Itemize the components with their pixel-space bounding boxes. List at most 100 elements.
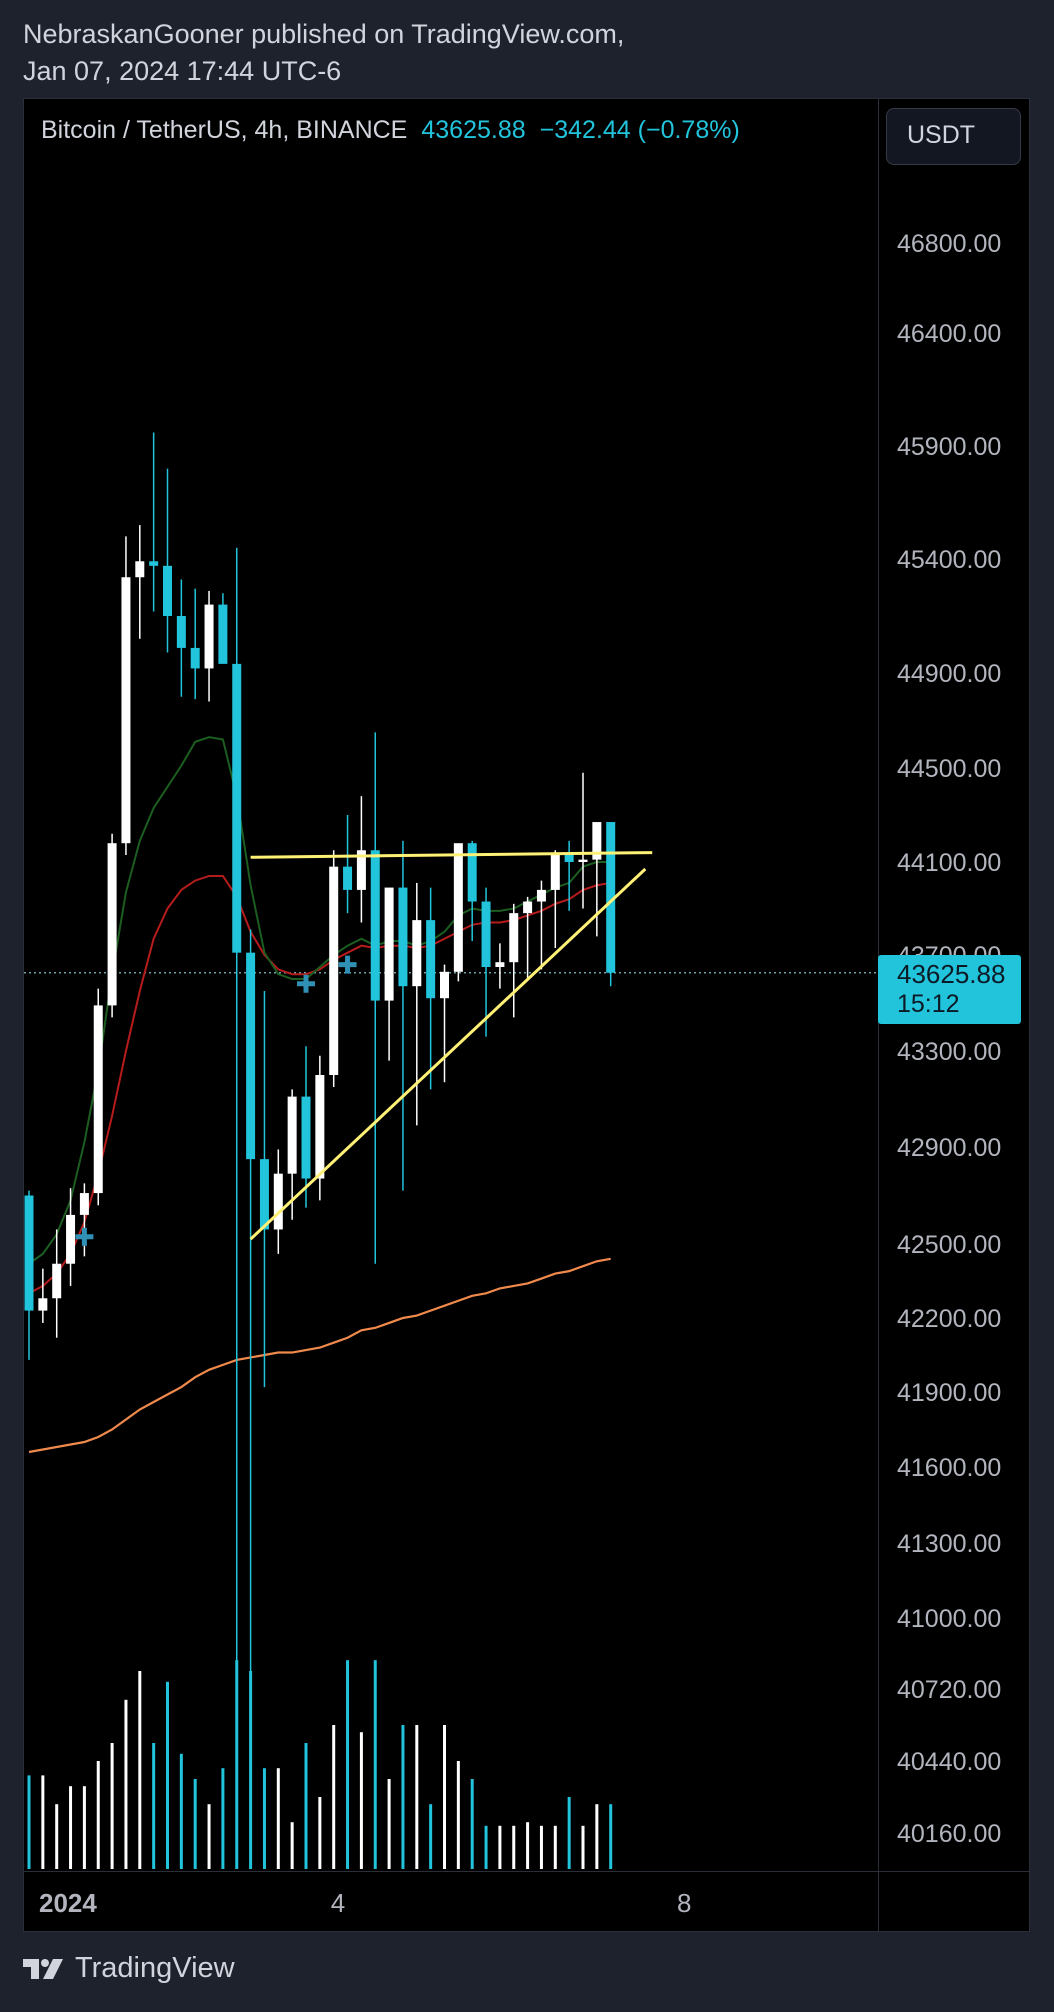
volume-bar — [276, 1768, 280, 1869]
price-axis-label: 41000.00 — [897, 1605, 1001, 1633]
volume-bar — [179, 1753, 183, 1869]
volume-bar — [221, 1768, 225, 1869]
cross-marker — [338, 955, 357, 974]
volume-bar — [484, 1825, 488, 1869]
cross-marker — [297, 974, 315, 993]
candle-body — [218, 604, 228, 664]
volume-bar — [401, 1725, 405, 1869]
volume-bar — [152, 1743, 156, 1869]
candle-body — [301, 1096, 311, 1179]
price-axis-label: 45900.00 — [897, 433, 1001, 461]
candle-body — [550, 854, 560, 890]
volume-bar — [41, 1775, 45, 1869]
candle-body — [384, 887, 394, 1001]
candle-body — [495, 962, 505, 967]
time-axis-label: 8 — [677, 1888, 691, 1918]
chart-frame[interactable] — [23, 98, 1030, 1932]
volume-bar — [373, 1660, 377, 1869]
volume-bar — [82, 1786, 86, 1869]
candle-body — [398, 887, 408, 987]
volume-bar — [595, 1804, 599, 1869]
candle-body — [176, 616, 186, 648]
ema-slow-line — [28, 1257, 611, 1454]
volume-bar — [290, 1822, 294, 1869]
price-axis-label: 42900.00 — [897, 1134, 1001, 1162]
last-price: 43625.88 — [421, 116, 526, 144]
volume-bar — [262, 1768, 266, 1869]
candle-body — [246, 952, 256, 1160]
candle-body — [370, 850, 380, 1001]
volume-bar — [318, 1797, 322, 1869]
brand-name: TradingView — [75, 1952, 235, 1984]
price-axis-label: 44900.00 — [897, 660, 1001, 688]
currency-button[interactable]: USDT — [886, 108, 1021, 165]
candle-body — [52, 1263, 62, 1299]
candle-body — [412, 920, 422, 987]
candle-body — [578, 859, 588, 862]
candle-body — [592, 822, 602, 860]
candle-body — [523, 901, 533, 914]
price-change: −342.44 (−0.78%) — [539, 116, 740, 144]
volume-bar — [443, 1725, 446, 1869]
symbol-title: Bitcoin / TetherUS, 4h, BINANCE — [41, 116, 408, 144]
candle-body — [190, 647, 200, 669]
candle-body — [24, 1195, 34, 1311]
candle-body — [453, 843, 463, 972]
volume-bar — [429, 1804, 433, 1869]
candle-body — [481, 901, 491, 967]
candle-body — [232, 663, 242, 953]
volume-bar — [96, 1761, 100, 1869]
volume-bar — [415, 1725, 419, 1869]
price-axis-label: 46800.00 — [897, 230, 1001, 258]
volume-bar — [27, 1775, 31, 1869]
candle-body — [343, 866, 353, 890]
volume-bar — [124, 1699, 128, 1869]
volume-bar — [498, 1825, 502, 1869]
volume-bar — [346, 1660, 350, 1869]
volume-bar — [138, 1671, 142, 1869]
tradingview-brand[interactable]: TradingView — [23, 1952, 235, 1985]
volume-bar — [304, 1743, 308, 1869]
price-axis-label: 42200.00 — [897, 1305, 1001, 1333]
candle-body — [356, 850, 366, 890]
volume-bar — [553, 1825, 557, 1869]
volume-bar — [166, 1681, 169, 1869]
publisher-line: NebraskanGooner published on TradingView… — [23, 19, 625, 49]
volume-bar — [359, 1732, 363, 1869]
candle-body — [564, 854, 574, 862]
candle-body — [121, 577, 131, 844]
candle-body — [426, 920, 436, 999]
candle-body — [135, 561, 145, 578]
candle-body — [107, 843, 117, 1006]
candle-body — [149, 561, 159, 566]
price-tag-value: 43625.88 — [897, 959, 1006, 989]
volume-bar — [207, 1804, 211, 1869]
candle-body — [163, 565, 172, 616]
volume-bar — [193, 1779, 197, 1869]
volume-bar — [332, 1725, 336, 1869]
candle-body — [287, 1096, 297, 1174]
candle-body — [315, 1075, 325, 1179]
publish-date: Jan 07, 2024 17:44 UTC-6 — [23, 56, 342, 86]
candle-body — [536, 889, 546, 902]
price-axis-label: 45400.00 — [897, 546, 1001, 574]
candle-body — [606, 822, 616, 973]
price-axis-label: 40720.00 — [897, 1676, 1001, 1704]
volume-bar — [110, 1743, 114, 1869]
volume-bar — [539, 1825, 543, 1869]
candle-body — [38, 1298, 48, 1311]
price-axis-label: 46400.00 — [897, 320, 1001, 348]
candle-body — [329, 866, 339, 1075]
cross-marker — [75, 1227, 94, 1246]
candle-body — [467, 843, 477, 902]
trendline-resistance — [250, 851, 653, 859]
candle-body — [509, 913, 519, 963]
bar-countdown: 15:12 — [897, 990, 960, 1018]
volume-bar — [567, 1797, 571, 1869]
symbol-legend[interactable]: Bitcoin / TetherUS, 4h, BINANCE 43625.88−… — [41, 116, 740, 145]
volume-bar — [609, 1804, 613, 1869]
volume-bar — [249, 1671, 253, 1869]
price-axis-label: 42500.00 — [897, 1231, 1001, 1259]
volume-bar — [456, 1761, 460, 1869]
